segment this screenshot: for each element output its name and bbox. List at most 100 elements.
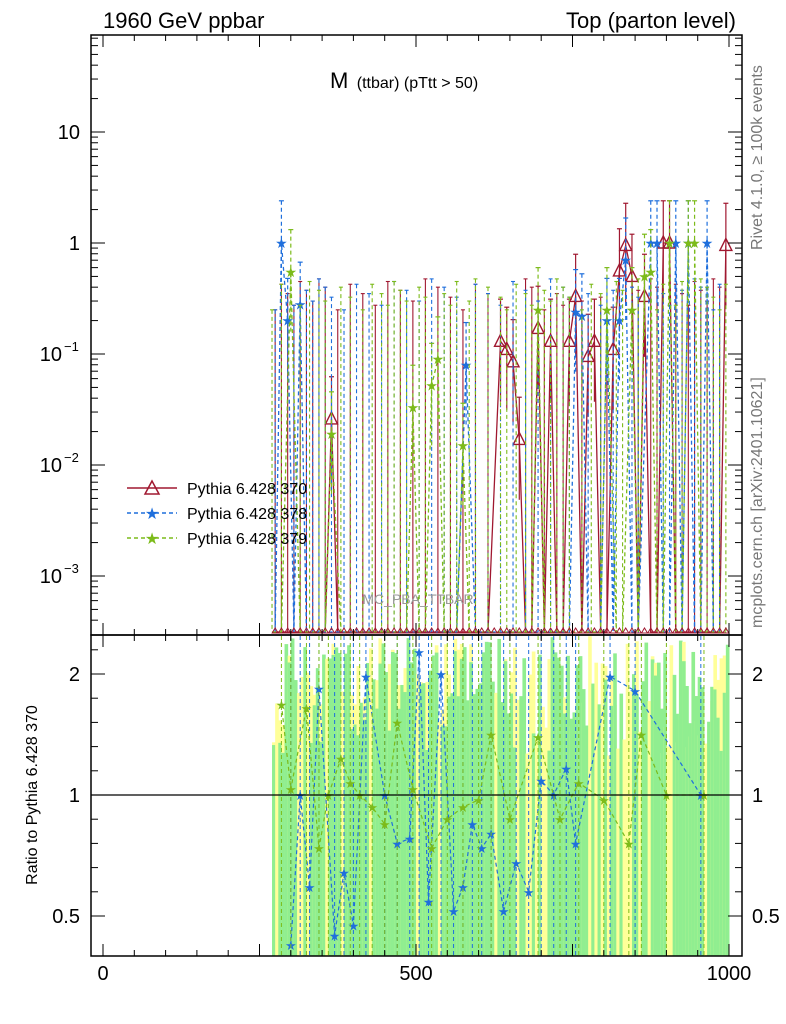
- data-point-379: ★: [663, 235, 676, 251]
- ratio-point-378: ★: [304, 880, 316, 895]
- ratio-band-green: [372, 679, 376, 956]
- zero-bin-marker: [590, 627, 599, 634]
- legend-label-370: Pythia 6.428 370: [187, 481, 307, 498]
- ratio-band-green: [387, 730, 392, 956]
- ratio-point-379: ★: [598, 793, 610, 808]
- ratio-band-green: [362, 719, 367, 956]
- ratio-y-tick-label-right: 1: [752, 785, 763, 807]
- zero-bin-marker: [440, 627, 449, 634]
- ratio-point-378: ★: [435, 667, 447, 682]
- ratio-band-yellow: [606, 755, 611, 956]
- ratio-band-green: [563, 713, 567, 956]
- ratio-band-green: [318, 741, 323, 956]
- ratio-band-green: [462, 647, 467, 956]
- zero-bin-marker: [571, 627, 580, 634]
- ratio-line-379: [280, 704, 704, 850]
- ratio-point-379: ★: [504, 812, 516, 827]
- ratio-band-yellow: [541, 706, 545, 956]
- ratio-point-379: ★: [335, 752, 347, 767]
- zero-bin-marker: [271, 627, 280, 634]
- data-point-379: ★: [532, 302, 545, 318]
- ratio-band-green: [725, 644, 730, 956]
- ratio-band-green: [434, 652, 439, 956]
- y-tick-label: 10: [58, 122, 80, 144]
- zero-bin-marker: [678, 627, 686, 634]
- zero-bin-marker: [402, 627, 411, 634]
- ratio-band-yellow: [534, 736, 539, 956]
- ratio-band-green: [613, 653, 617, 956]
- zero-bin-marker: [496, 627, 505, 634]
- ratio-band-yellow: [516, 699, 520, 956]
- zero-bin-marker: [396, 627, 405, 634]
- ratio-point-379: ★: [473, 793, 485, 808]
- y-tick-label: 1: [69, 233, 80, 255]
- y-tick-exponent: −1: [64, 339, 79, 354]
- ratio-band-green: [500, 702, 505, 956]
- data-point-379: ★: [432, 351, 445, 367]
- y-tick-label: 10: [40, 566, 62, 588]
- y-tick-exponent: −2: [64, 450, 79, 465]
- ratio-band-green: [456, 696, 461, 956]
- ratio-band-yellow: [647, 701, 652, 956]
- ratio-band-green: [506, 713, 511, 956]
- ratio-y-tick-label-right: 0.5: [752, 906, 780, 928]
- ratio-band-green: [610, 705, 614, 956]
- zero-bin-marker: [603, 627, 611, 634]
- zero-bin-marker: [684, 627, 693, 634]
- zero-bin-marker: [290, 627, 298, 634]
- zero-bin-marker: [340, 627, 348, 634]
- ratio-band-green: [519, 696, 523, 956]
- ratio-point-379: ★: [379, 817, 391, 832]
- ratio-point-378: ★: [535, 773, 547, 788]
- ratio-band-green: [422, 683, 426, 956]
- legend-marker-370: [143, 479, 161, 495]
- ratio-point-378: ★: [467, 817, 479, 832]
- zero-bin-marker: [308, 627, 317, 634]
- data-point-378: ★: [460, 357, 473, 373]
- zero-bin-marker: [578, 627, 586, 634]
- ratio-band-yellow: [525, 753, 530, 956]
- ratio-y-tick-label: 0.5: [52, 906, 80, 928]
- ratio-point-379: ★: [344, 776, 356, 791]
- ratio-band-green: [334, 647, 339, 956]
- ratio-point-378: ★: [391, 836, 403, 851]
- zero-bin-marker: [477, 627, 486, 634]
- ratio-point-379: ★: [301, 701, 313, 716]
- zero-bin-marker: [465, 627, 474, 634]
- ratio-band-green: [585, 725, 589, 956]
- data-point-378: ★: [613, 313, 626, 329]
- ratio-point-379: ★: [426, 841, 438, 856]
- ratio-band-green: [312, 705, 317, 956]
- ratio-band-green: [428, 670, 433, 956]
- zero-bin-marker: [427, 627, 436, 634]
- ratio-band-green: [644, 642, 649, 956]
- ratio-point-379: ★: [554, 812, 566, 827]
- data-point-378: ★: [701, 235, 714, 251]
- ratio-band-yellow: [340, 691, 345, 956]
- zero-bin-marker: [327, 627, 336, 634]
- legend-entry-379: ★ Pythia 6.428 379: [127, 531, 307, 548]
- ratio-band-yellow: [588, 636, 592, 956]
- ratio-point-378: ★: [448, 904, 460, 919]
- analysis-watermark: MC_PBA_TTBAR: [362, 591, 473, 607]
- ratio-band-green: [509, 693, 514, 956]
- ratio-band-yellow: [616, 748, 620, 956]
- zero-bin-marker: [709, 627, 718, 634]
- ratio-band-green: [447, 696, 451, 956]
- ratio-band-yellow: [625, 643, 630, 956]
- ratio-point-379: ★: [285, 782, 297, 797]
- ratio-point-379: ★: [573, 776, 585, 791]
- legend-marker-379: ★: [145, 531, 159, 548]
- zero-bin-marker: [365, 627, 373, 634]
- ratio-point-379: ★: [636, 728, 648, 743]
- zero-bin-marker: [540, 627, 549, 634]
- ratio-band-green: [566, 655, 570, 956]
- ratio-plot-area: ★★★★★★★★★★ ★★★★★★★★★★★★★★★★★★★★★★★★★★★★★★…: [91, 636, 742, 956]
- data-point-379: ★: [425, 378, 438, 394]
- ratio-band-yellow: [306, 672, 311, 956]
- x-tick-label: 0: [97, 963, 108, 985]
- ratio-band-green: [685, 686, 689, 956]
- ratio-band-green: [619, 693, 624, 956]
- ratio-band-yellow: [528, 674, 533, 956]
- ratio-band-green: [466, 700, 470, 956]
